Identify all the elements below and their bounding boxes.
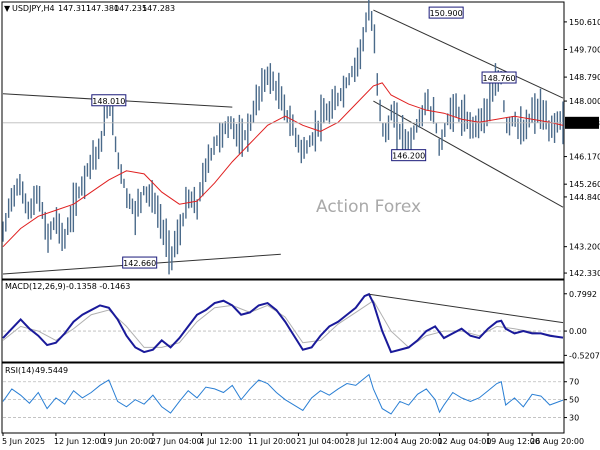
chart-header-symbol-icon: ▼ — [4, 4, 11, 13]
annotation-label: 148.010 — [92, 97, 125, 106]
watermark: Action Forex — [316, 197, 421, 217]
annotation-label: 150.900 — [430, 9, 463, 18]
annotation-box — [91, 94, 127, 107]
time-tick-label: 11 Jul 20:00 — [248, 437, 296, 446]
price-annotation: 148.010 — [91, 94, 127, 107]
price-tick-label: 143.200 — [569, 243, 600, 252]
price-tick-label: 144.840 — [569, 193, 600, 202]
annotation-box — [481, 71, 517, 84]
time-tick-label: 4 Jul 12:00 — [199, 437, 242, 446]
price-tick-label: 142.330 — [569, 269, 600, 278]
ohlc-close: 147.283 — [142, 4, 175, 13]
price-panel-frame — [1, 1, 565, 280]
price-annotation: 142.660 — [122, 256, 158, 269]
price-tick-label: 150.610 — [569, 18, 600, 27]
price-tick-label: 149.700 — [569, 46, 600, 55]
time-tick-label: 28 Jul 12:00 — [345, 437, 393, 446]
ohlc-low: 147.235 — [114, 4, 147, 13]
rsi-tick-label: 30 — [569, 414, 579, 423]
annotation-box — [428, 6, 464, 19]
price-tick-label: 145.260 — [569, 180, 600, 189]
macd-values: -0.1358 -0.1463 — [66, 282, 130, 291]
rsi-tick-label: 50 — [569, 396, 579, 405]
annotation-box — [122, 256, 158, 269]
time-tick-label: 27 Jun 04:00 — [151, 437, 202, 446]
macd-panel-frame — [1, 279, 565, 363]
price-annotation: 150.900 — [428, 6, 464, 19]
macd-signal-line — [2, 300, 564, 349]
annotation-label: 146.200 — [392, 152, 425, 161]
price-tick-label: 148.000 — [569, 97, 600, 106]
macd-axis-ticks: 0.7992 0.00 -0.5207 — [3, 290, 600, 360]
rsi-title: RSI(14) — [5, 366, 34, 375]
time-tick-label: 12 Jun 12:00 — [54, 437, 105, 446]
annotation-label: 142.660 — [123, 259, 156, 268]
price-axis-ticks: 150.610 149.700 148.790 148.000 146.170 145.2… — [564, 18, 600, 278]
price-tick-label: 146.170 — [569, 153, 600, 162]
moving-average-line — [2, 82, 564, 248]
current-price-label: 147.283 — [567, 119, 600, 128]
ohlc-open: 147.311 — [58, 4, 91, 13]
price-tick-label: 148.790 — [569, 73, 600, 82]
macd-lines — [2, 292, 564, 354]
macd-title: MACD(12,26,9) — [5, 282, 66, 291]
price-annotation: 148.760 — [481, 71, 517, 84]
current-price-marker: 147.283 — [3, 116, 600, 129]
chart-symbol: USDJPY,H4 — [12, 4, 55, 13]
annotation-label: 148.760 — [483, 74, 516, 83]
macd-tick-label: 0.00 — [569, 327, 587, 336]
time-tick-label: 4 Aug 20:00 — [393, 437, 442, 446]
price-annotation: 146.200 — [391, 149, 427, 162]
macd-tick-label: 0.7992 — [569, 290, 597, 299]
time-tick-label: 19 Jun 20:00 — [102, 437, 153, 446]
rsi-line — [2, 373, 564, 415]
rsi-tick-label: 70 — [569, 378, 579, 387]
trendline — [373, 100, 564, 208]
time-tick-label: 26 Aug 20:00 — [530, 437, 584, 446]
rsi-value: 49.5449 — [35, 366, 68, 375]
macd-main-line — [2, 292, 564, 354]
ohlc-high: 147.380 — [86, 4, 119, 13]
rsi-axis-ticks: 70 50 30 — [3, 378, 579, 423]
current-price-tag — [565, 116, 599, 129]
time-tick-label: 21 Jul 04:00 — [296, 437, 344, 446]
price-annotations: 150.900 148.760 148.010 146.200 142.660 — [91, 6, 517, 269]
annotation-box — [391, 149, 427, 162]
rsi-series-line — [2, 373, 564, 415]
rsi-panel-frame — [1, 362, 565, 434]
trendline — [373, 9, 564, 99]
macd-trendline — [368, 293, 564, 324]
time-tick-label: 12 Aug 04:00 — [438, 437, 492, 446]
time-tick-label: 5 Jun 2025 — [2, 437, 45, 446]
price-trendlines — [2, 9, 564, 275]
time-tick-label: 19 Aug 12:00 — [486, 437, 540, 446]
price-bars — [2, 0, 564, 275]
ma-series-line — [2, 82, 564, 248]
macd-tick-label: -0.5207 — [569, 351, 600, 360]
